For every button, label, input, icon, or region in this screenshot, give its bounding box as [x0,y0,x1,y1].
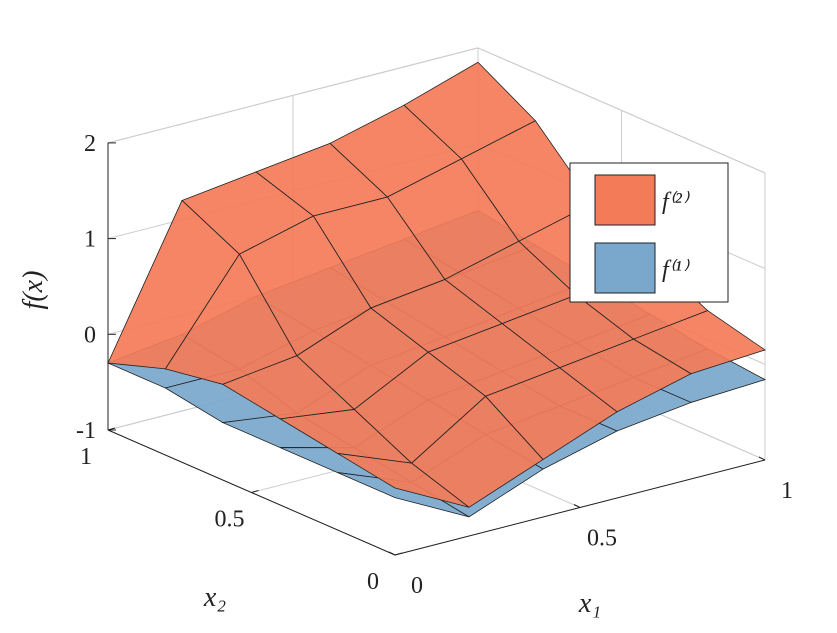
y-tick [251,490,259,493]
y-tick [107,427,116,431]
x-axis-label: x₁ [578,588,601,619]
x-tick [573,504,581,508]
y-tick-label: 0.5 [215,507,245,533]
axis-line [107,429,396,556]
y-axis-label: x₂ [203,582,226,613]
legend-swatch [594,242,656,294]
z-tick-label: 1 [84,227,96,253]
y-tick-label: 0 [367,569,379,595]
z-axis-label: f(x) [18,271,49,310]
legend: f⁽²⁾ f⁽¹⁾ [569,162,729,303]
legend-label: f⁽²⁾ [662,189,690,215]
x-tick-label: 0.5 [587,526,617,552]
surface-patch [337,453,470,508]
x-tick-label: 1 [781,478,793,504]
grid-line [107,47,479,144]
x-tick-label: 0 [411,573,423,599]
axis-line [394,459,766,556]
legend-swatch [594,174,656,226]
z-tick-label: 0 [84,322,96,348]
x-tick [758,456,766,461]
y-tick-label: 1 [80,444,92,470]
grid-line [477,47,766,174]
z-tick-label: 2 [84,131,96,157]
z-tick-label: -1 [76,418,96,444]
legend-label: f⁽¹⁾ [662,257,690,283]
